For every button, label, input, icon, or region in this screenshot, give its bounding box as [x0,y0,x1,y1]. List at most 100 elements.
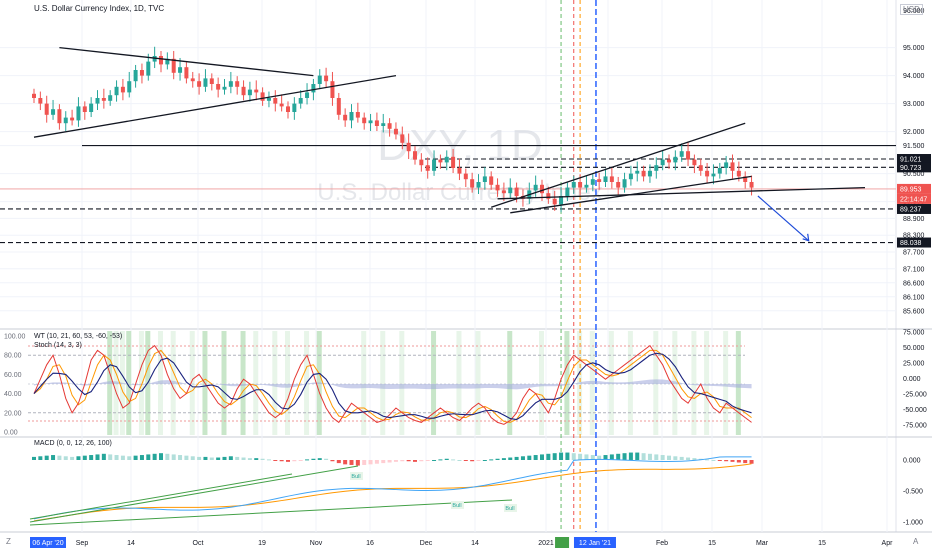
candle-body [686,151,691,160]
candle-body [184,67,189,79]
macd-histogram-bar [686,457,691,460]
candle-body [514,187,519,196]
candle-body [457,168,462,174]
macd-histogram-bar [451,459,456,461]
macd-histogram-bar [457,460,462,461]
candle-body [438,159,443,163]
auto-scale-toggle[interactable]: A [913,537,919,546]
y-tick-label: 88.300 [903,233,925,240]
projection-arrowhead [802,233,810,242]
candle-body [70,117,75,121]
candle-body [222,86,227,90]
osc-left-tick: 0.00 [4,430,18,437]
candle-body [63,117,68,124]
candle-body [717,168,722,174]
macd-histogram-bar [432,460,437,461]
bull-label: Bull [505,506,514,512]
macd-histogram-bar [146,454,151,460]
wt-indicator-label[interactable]: WT (10, 21, 60, 53, -60, -53) [34,333,123,340]
bull-label-bg [451,501,464,509]
macd-histogram-bar [520,456,525,460]
chart-title: U.S. Dollar Currency Index, 1D, TVC [34,4,165,13]
macd-indicator-label[interactable]: MACD (0, 0, 12, 26, 100) [34,440,112,447]
macd-histogram-bar [559,452,564,460]
candle-body [667,159,671,163]
macd-histogram-bar [228,456,233,460]
macd-histogram-bar [647,453,652,460]
price-label-bg [897,162,931,173]
trendline [497,186,866,200]
candle-body [95,98,100,104]
candle-body [476,182,481,188]
y-tick-label: 94.000 [903,73,925,80]
osc-right-tick: 25.000 [903,361,925,368]
candle-body [114,86,119,96]
wt-area [34,379,752,390]
macd-histogram-bar [330,460,335,462]
candle-body [44,103,49,115]
x-tick-label: Apr [882,540,894,547]
price-level-label: 91.021 [900,157,922,164]
macd-histogram-bar [38,456,43,460]
candle-body [362,117,367,124]
price-level-label: 89.237 [900,206,922,213]
bull-label: Bull [351,474,360,480]
candle-body [152,56,157,62]
y-tick-label: 88.900 [903,216,925,223]
candle-body [298,98,303,104]
macd-histogram-bar [209,457,214,460]
candle-body [419,159,424,166]
candle-body [330,81,335,98]
macd-histogram-bar [444,458,449,460]
candle-body [679,151,684,157]
candle-body [641,170,646,177]
signal-column [272,331,278,435]
macd-histogram-bar [641,453,646,460]
macd-histogram-bar [298,460,303,461]
macd-histogram-bar [273,460,278,461]
macd-histogram-bar [501,458,506,460]
candle-body [724,162,729,168]
candle-body [393,128,398,135]
y-tick-label: 87.100 [903,266,925,273]
macd-histogram-bar [190,456,195,460]
macd-histogram-bar [495,458,500,460]
macd-histogram-bar [489,459,494,461]
macd-histogram-bar [241,457,246,460]
macd-histogram-bar [463,460,468,461]
cursor-date-bg [573,537,616,548]
y-tick-label: 95.000 [903,45,925,52]
macd-histogram-bar [336,460,341,464]
macd-histogram-bar [292,460,297,462]
macd-histogram-bar [216,457,221,460]
macd-histogram-bar [590,455,595,460]
signal-column [380,331,386,435]
stoch-indicator-label[interactable]: Stoch (14, 3, 3) [34,342,82,349]
macd-histogram-bar [679,456,684,460]
zoom-reset-icon[interactable]: Z [6,537,11,546]
candle-body [635,170,640,174]
macd-histogram-bar [482,460,487,461]
y-tick-label: 86.600 [903,280,925,287]
candle-body [533,184,538,191]
macd-histogram-bar [82,455,87,460]
osc-right-tick: 50.000 [903,345,925,352]
candle-body [57,109,62,124]
signal-column [539,331,544,435]
macd-histogram-bar [165,453,170,460]
candle-body [451,156,456,168]
price-label-bg [897,154,931,165]
candle-body [546,193,551,199]
candle-body [343,114,348,121]
x-tick-label: 14 [471,540,479,547]
candle-body [101,98,106,101]
candle-body [216,84,221,90]
currency-badge[interactable]: USD [900,4,923,15]
macd-histogram-bar [368,460,373,465]
candle-body [139,70,144,76]
candle-body [349,112,354,121]
candle-body [38,98,43,104]
signal-column [691,331,697,435]
